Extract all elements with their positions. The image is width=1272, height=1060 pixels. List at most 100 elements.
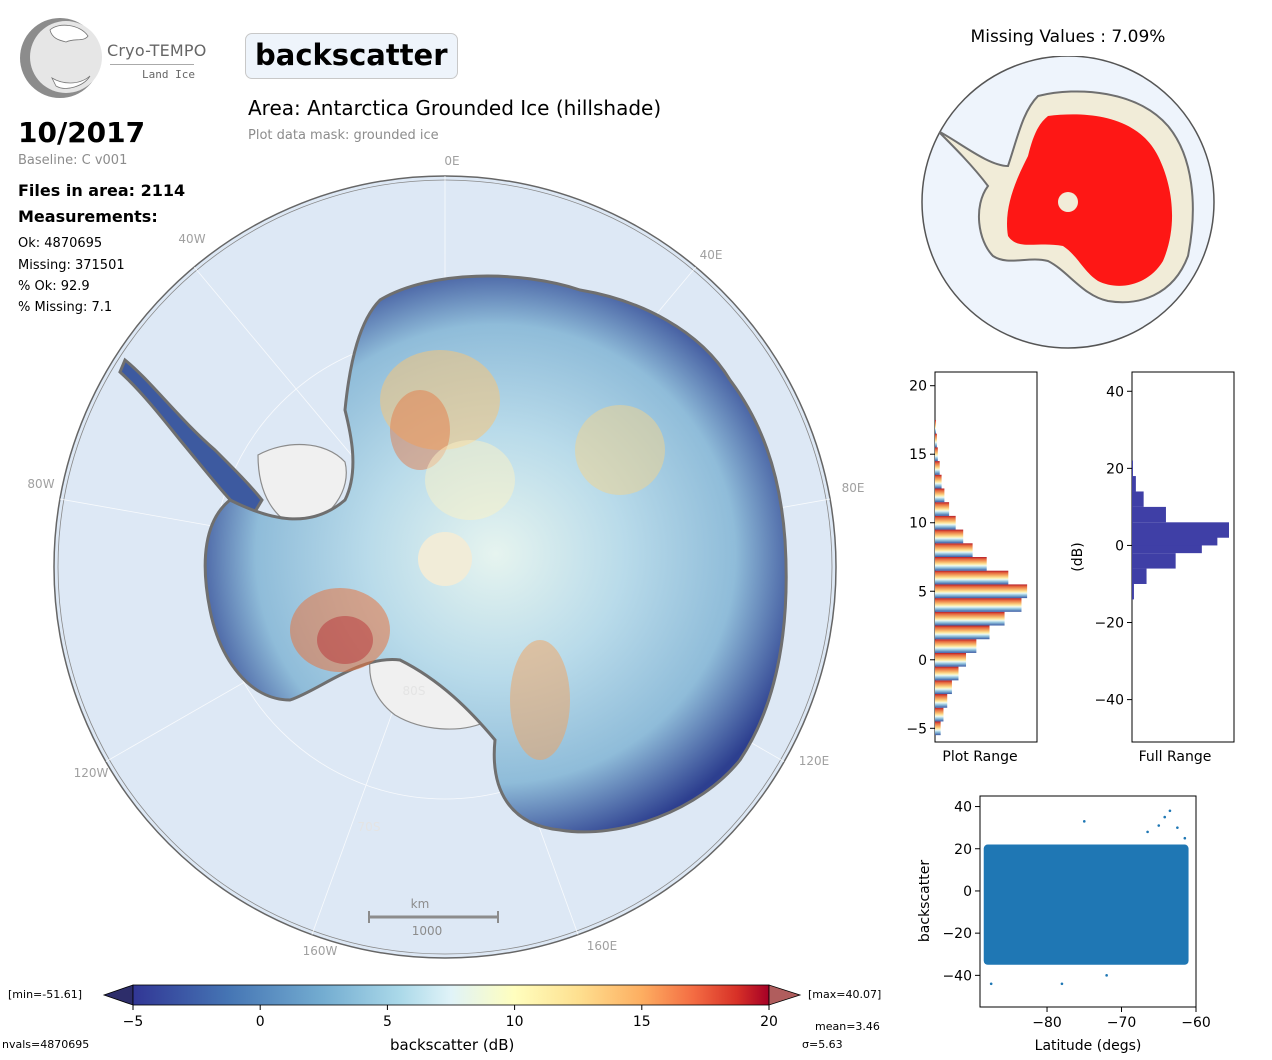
hist-plot-bar bbox=[935, 666, 959, 681]
logo-subtitle: Land Ice bbox=[142, 68, 195, 81]
lon-label-160w: 160W bbox=[303, 944, 338, 958]
hist-plot-bar bbox=[935, 515, 956, 530]
lon-label-40w: 40W bbox=[178, 232, 205, 246]
colorbar-gradient bbox=[132, 984, 770, 1006]
hist-full-bar bbox=[1132, 460, 1133, 477]
files-in-area: Files in area: 2114 bbox=[18, 181, 186, 200]
scatter-point bbox=[989, 982, 993, 986]
scatter-xlabel: Latitude (degs) bbox=[1035, 1038, 1142, 1054]
colorbar-tick-label: 15 bbox=[633, 1014, 651, 1030]
hist-full-tick-label: 20 bbox=[1106, 461, 1124, 477]
hist-full-bar bbox=[1132, 506, 1166, 523]
scatter-point bbox=[1157, 824, 1161, 827]
hist-plot-bar bbox=[935, 625, 990, 640]
hist-plot-bar bbox=[935, 557, 987, 571]
hist-full-bar bbox=[1132, 522, 1229, 538]
hist-full-bar bbox=[1132, 553, 1176, 569]
colorbar-tick-label: −5 bbox=[123, 1014, 144, 1030]
hist-plot-tick-label: 20 bbox=[909, 379, 927, 395]
hist-full-ylabel: (dB) bbox=[1070, 542, 1086, 571]
scatter-x-tick-label: −70 bbox=[1107, 1015, 1137, 1031]
stat-ok: Ok: 4870695 bbox=[18, 236, 103, 251]
mask-note: Plot data mask: grounded ice bbox=[248, 128, 439, 143]
hist-full-bar bbox=[1132, 476, 1136, 492]
hist-full-xlabel: Full Range bbox=[1139, 749, 1212, 765]
hist-full-bar bbox=[1132, 568, 1147, 584]
cryo-tempo-logo bbox=[20, 18, 102, 98]
hist-full-bars bbox=[1132, 460, 1229, 600]
nvals-label: nvals=4870695 bbox=[2, 1038, 90, 1051]
missing-values-title: Missing Values : 7.09% bbox=[970, 27, 1166, 47]
logo-divider bbox=[110, 64, 194, 65]
measurements-heading: Measurements: bbox=[18, 207, 158, 226]
hist-plot-bar bbox=[935, 502, 950, 516]
colorbar-tick-label: 5 bbox=[383, 1014, 392, 1030]
lon-label-120w: 120W bbox=[74, 766, 109, 780]
scatter-y-tick-label: −20 bbox=[942, 926, 972, 942]
hist-full-tick-label: −40 bbox=[1094, 693, 1124, 709]
scatter-point bbox=[1183, 836, 1187, 840]
sigma-label: σ=5.63 bbox=[802, 1038, 843, 1051]
hist-plot-tick-label: 5 bbox=[918, 584, 927, 600]
hist-plot-bars bbox=[935, 419, 1028, 736]
scatter-x-tick-label: −60 bbox=[1181, 1015, 1211, 1031]
hist-plot-bar bbox=[935, 447, 938, 462]
hist-full-tick-label: 40 bbox=[1106, 384, 1124, 400]
hist-plot-bar bbox=[935, 584, 1028, 599]
scatter-y-tick-label: 20 bbox=[954, 842, 972, 858]
hist-plot-bar bbox=[935, 707, 944, 722]
hist-plot-bar bbox=[935, 474, 942, 489]
colorbar-min-extend bbox=[102, 984, 134, 1006]
scatter-point bbox=[1168, 809, 1172, 813]
scatter-points bbox=[983, 809, 1189, 986]
colorbar-label: backscatter (dB) bbox=[390, 1036, 515, 1054]
scatter-point bbox=[1163, 815, 1167, 819]
scatter-x-tick-label: −80 bbox=[1032, 1015, 1062, 1031]
baseline-label: Baseline: C v001 bbox=[18, 153, 128, 168]
scatter-point bbox=[1105, 974, 1108, 977]
missing-values-map bbox=[921, 56, 1215, 349]
colorbar-min-label: [min=-51.61] bbox=[8, 988, 83, 1001]
hist-plot-bar bbox=[935, 611, 1005, 626]
stat-missing: Missing: 371501 bbox=[18, 258, 125, 273]
full-range-histogram: −40 −20 0 20 40 (dB) Full Range bbox=[1070, 371, 1235, 765]
logo-name: Cryo-TEMPO bbox=[107, 41, 207, 60]
hist-plot-tick-label: 15 bbox=[909, 447, 927, 463]
lat-label-70s: 70S bbox=[358, 820, 381, 834]
hist-plot-bar bbox=[935, 543, 973, 557]
hist-full-tick-label: −20 bbox=[1094, 616, 1124, 632]
scatter-ticks: −40 −20 0 20 40 −80 −70 −60 bbox=[942, 800, 1210, 1031]
scatter-point bbox=[1146, 830, 1149, 834]
hist-plot-bar bbox=[935, 570, 1009, 585]
missing-data-overlay bbox=[1007, 114, 1173, 286]
longitude-labels: 0E 40E 80E 120E 160E 160W 120W 80W 40W bbox=[27, 154, 864, 958]
pole-hole bbox=[418, 532, 472, 586]
date-title: 10/2017 bbox=[18, 116, 146, 149]
hist-plot-bar bbox=[935, 488, 945, 503]
hist-plot-bar bbox=[935, 461, 940, 475]
hist-full-bar bbox=[1132, 583, 1134, 600]
hist-plot-tick-label: 10 bbox=[909, 516, 927, 532]
lon-label-80e: 80E bbox=[842, 481, 865, 495]
scatter-y-tick-label: 40 bbox=[954, 800, 972, 816]
plot-range-histogram: −5 0 5 10 15 20 Plot Range bbox=[906, 371, 1038, 765]
latitude-scatter-plot: −40 −20 0 20 40 −80 −70 −60 backscatter Latitud… bbox=[917, 795, 1211, 1054]
hist-plot-tick-label: 0 bbox=[918, 653, 927, 669]
hist-plot-bar bbox=[935, 529, 964, 544]
scatter-density-band bbox=[983, 844, 1189, 965]
hist-plot-xlabel: Plot Range bbox=[942, 749, 1017, 765]
ronne-ice-shelf bbox=[257, 443, 347, 529]
latitude-labels: 80S 70S bbox=[358, 684, 426, 834]
scatter-y-tick-label: −40 bbox=[942, 968, 972, 984]
colorbar-tick-label: 10 bbox=[506, 1014, 524, 1030]
hist-plot-bar bbox=[935, 433, 937, 448]
scatter-point bbox=[1082, 820, 1086, 823]
scatter-ylabel: backscatter bbox=[917, 860, 933, 942]
hist-plot-bar bbox=[935, 694, 948, 708]
colorbar-ticks: −5 0 5 10 15 20 bbox=[123, 1005, 778, 1030]
scatter-point bbox=[1176, 826, 1179, 829]
hist-full-bar bbox=[1132, 491, 1144, 507]
colorbar: −5 0 5 10 15 20 bbox=[102, 984, 802, 1030]
colorbar-tick-label: 0 bbox=[256, 1014, 265, 1030]
